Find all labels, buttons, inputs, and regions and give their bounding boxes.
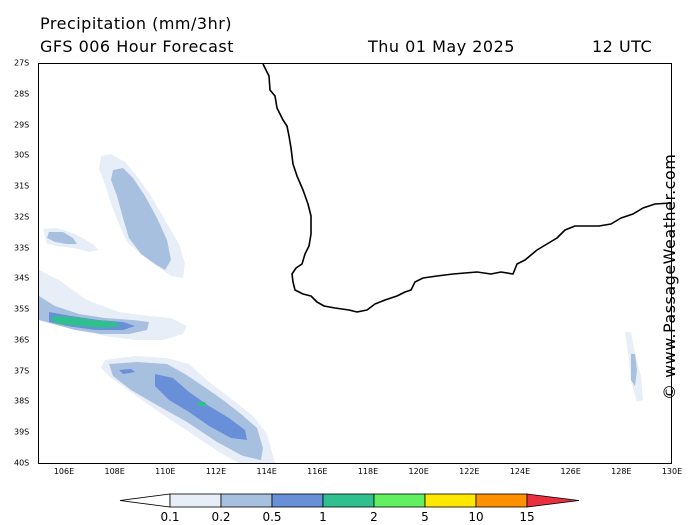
legend-label: 2 xyxy=(370,510,378,524)
legend-swatch xyxy=(169,493,222,508)
lat-label: 29S xyxy=(14,120,30,130)
legend-label: 1 xyxy=(319,510,327,524)
forecast-date: Thu 01 May 2025 xyxy=(368,37,515,56)
map-canvas xyxy=(39,63,672,463)
coastline-western-australia xyxy=(262,63,672,313)
lat-label: 34S xyxy=(14,273,30,283)
legend-swatch xyxy=(271,493,324,508)
legend-swatch xyxy=(322,493,375,508)
legend-swatch xyxy=(373,493,426,508)
lon-label: 110E xyxy=(155,467,176,476)
legend-label: 15 xyxy=(519,510,535,524)
lat-label: 33S xyxy=(14,243,30,253)
legend-label: 0.2 xyxy=(211,510,231,524)
legend-label: 5 xyxy=(421,510,429,524)
lat-label: 31S xyxy=(14,181,30,191)
lat-label: 32S xyxy=(14,212,30,222)
legend-label: 0.1 xyxy=(160,510,180,524)
legend-swatch xyxy=(475,493,528,508)
legend-swatch xyxy=(424,493,477,508)
lat-label: 27S xyxy=(14,58,30,68)
watermark-text: © www.PassageWeather.com xyxy=(660,153,679,400)
forecast-subtitle: GFS 006 Hour Forecast xyxy=(40,37,235,56)
lat-label: 28S xyxy=(14,89,30,99)
lat-label: 38S xyxy=(14,396,30,406)
forecast-time: 12 UTC xyxy=(592,37,653,56)
lon-label: 118E xyxy=(357,467,379,476)
lat-label: 36S xyxy=(14,335,30,345)
legend-swatch xyxy=(220,493,273,508)
lon-label: 122E xyxy=(459,467,480,476)
lat-label: 35S xyxy=(14,304,30,314)
lon-label: 114E xyxy=(256,467,277,476)
legend-label: 0.5 xyxy=(262,510,282,524)
lon-label: 108E xyxy=(104,467,125,476)
legend-arrow-low xyxy=(119,493,171,508)
lat-label: 37S xyxy=(14,366,30,376)
lat-label: 39S xyxy=(14,427,30,437)
lon-label: 112E xyxy=(205,467,227,476)
legend-label: 10 xyxy=(468,510,484,524)
lat-label: 40S xyxy=(14,458,30,468)
lon-label: 124E xyxy=(509,467,531,476)
legend-arrow-high xyxy=(526,493,580,508)
lon-label: 116E xyxy=(307,467,328,476)
map-frame xyxy=(38,63,672,464)
lon-label: 130E xyxy=(661,467,683,476)
precip-band-1 xyxy=(51,316,207,406)
lon-label: 106E xyxy=(53,467,75,476)
lat-label: 30S xyxy=(14,150,30,160)
lon-label: 128E xyxy=(611,467,632,476)
lon-label: 120E xyxy=(408,467,429,476)
chart-title: Precipitation (mm/3hr) xyxy=(40,14,233,33)
lon-label: 126E xyxy=(560,467,581,476)
